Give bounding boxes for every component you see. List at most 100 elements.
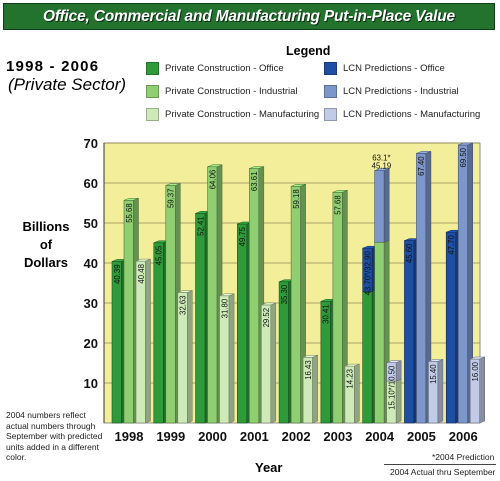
bar-2003-industrial [332, 189, 348, 424]
bar-2005-manufacturing-side [437, 359, 444, 424]
data-label: 16.00 [471, 361, 480, 381]
legend-label: Private Construction - Manufacturing [165, 108, 320, 120]
legend-item-manufacturing: Private Construction - Manufacturing [146, 107, 319, 121]
data-label: 15.40 [429, 364, 438, 384]
bar-2004-actual-office-face [362, 291, 373, 424]
sector-label: (Private Sector) [8, 75, 127, 94]
bar-2006-manufacturing-side [479, 356, 485, 424]
x-tick-label: 2003 [323, 429, 352, 444]
bar-2006-manufacturing-top [470, 356, 485, 360]
data-label: 64.06 [208, 170, 217, 190]
bar-2003-manufacturing-top [344, 363, 360, 367]
bar-2001-industrial-face [249, 168, 260, 424]
bar-1999-industrial-face [165, 185, 176, 424]
data-label: 67.40 [417, 156, 426, 176]
y-axis-title-line: of [39, 237, 53, 252]
bar-1998-industrial-face [123, 199, 134, 424]
bar-1999-office-face [153, 242, 164, 424]
bar-2000-industrial-face [207, 166, 218, 424]
bar-2001-industrial-top [249, 166, 264, 169]
bar-1999-manufacturing-side [187, 290, 193, 424]
bar-2004-predicted-manufacturing [386, 360, 402, 382]
data-label: 45.05 [155, 245, 164, 265]
x-tick-label: 2000 [198, 429, 227, 444]
bar-2001-manufacturing-top [261, 302, 276, 306]
bar-2004-predicted-industrial [374, 168, 390, 243]
bar-2003-manufacturing-side [354, 363, 360, 424]
bar-2000-industrial-top [207, 164, 223, 168]
legend-label: Private Construction - Office [165, 62, 284, 74]
y-axis-title: Billions of Dollars [12, 218, 80, 272]
legend-swatch [146, 107, 159, 121]
data-label: 29.52 [262, 308, 271, 328]
bar-2006-industrial-face [457, 144, 469, 424]
y-axis-title-line: Dollars [23, 255, 69, 270]
data-label: 14.23 [346, 369, 355, 389]
x-tick-label: 2004 [365, 429, 395, 444]
y-tick-label: 70 [84, 136, 98, 151]
bar-2006-office-face [445, 231, 457, 424]
data-label: 63.1* [372, 154, 390, 163]
bar-2004-predicted-industrial-side [383, 168, 390, 243]
data-label: 69.50 [459, 147, 468, 167]
legend-swatch [324, 107, 337, 121]
bar-2005-industrial-face [416, 153, 427, 424]
y-axis-title-line: Billions [22, 219, 70, 234]
x-tick-label: 1998 [115, 429, 144, 444]
legend-swatch [146, 84, 159, 98]
footnote-divider [384, 464, 496, 465]
bar-2002-industrial-top [291, 184, 306, 187]
x-tick-label: 2001 [240, 429, 269, 444]
data-label: 57.68 [334, 195, 343, 215]
bar-2006-manufacturing [469, 356, 485, 424]
chart-title: Office, Commercial and Manufacturing Put… [43, 7, 455, 25]
data-label: 49.75 [238, 226, 247, 246]
footnote-prediction: *2004 Prediction [432, 452, 495, 462]
legend-swatch [324, 84, 337, 98]
bar-1999-manufacturing-top [177, 290, 193, 293]
data-label: 43.70*/32.90 [363, 251, 372, 296]
bar-2002-manufacturing-top [303, 355, 318, 358]
bar-2000-office-face [195, 213, 206, 424]
bar-2005-manufacturing-top [428, 359, 444, 362]
legend-swatch [146, 61, 159, 75]
x-tick-label: 2006 [449, 429, 478, 444]
bar-1998-manufacturing [135, 258, 151, 424]
data-label: 31.80 [220, 298, 229, 318]
data-label: 16.43 [304, 360, 313, 380]
bar-1998-manufacturing-side [145, 258, 151, 424]
y-tick-label: 40 [84, 256, 98, 271]
legend-item-lcn-manufacturing: LCN Predictions - Manufacturing [324, 107, 480, 121]
bar-2003-manufacturing [344, 363, 360, 424]
bar-2002-industrial-face [290, 185, 301, 424]
y-tick-label: 20 [84, 336, 98, 351]
footnote-2004-explanation: 2004 numbers reflect actual numbers thro… [6, 410, 103, 462]
x-tick-label: 2005 [407, 429, 436, 444]
bar-2003-industrial-face [332, 191, 343, 424]
legend-label: LCN Predictions - Office [343, 62, 445, 74]
data-label: 63.61 [250, 172, 259, 192]
data-label: 45.19 [372, 162, 392, 171]
bar-2005-office-face [404, 240, 415, 424]
y-tick-label: 50 [84, 216, 98, 231]
data-label: 32.63 [179, 295, 188, 315]
bar-1998-manufacturing-top [135, 258, 151, 262]
bar-2001-office-face [237, 223, 248, 424]
data-label: 30.41 [322, 304, 331, 324]
bar-2004-actual-manufacturing-side [395, 378, 402, 424]
bar-2005-industrial-top [416, 151, 432, 154]
data-label: 59.18 [292, 189, 301, 209]
legend-title: Legend [286, 44, 331, 58]
legend-label: Private Construction - Industrial [165, 85, 298, 97]
data-label: 35.30 [280, 284, 289, 304]
bar-1998-industrial-top [123, 198, 139, 201]
bar-1999-manufacturing [177, 290, 193, 424]
bar-2004-predicted-industrial-face [374, 170, 385, 243]
x-tick-label: 1999 [156, 429, 185, 444]
bar-2001-manufacturing [261, 302, 277, 424]
data-label: 45.60 [405, 243, 414, 263]
legend-item-lcn-industrial: LCN Predictions - Industrial [324, 84, 459, 98]
data-label: 15.10*/10.50 [387, 365, 396, 410]
bar-2003-industrial-top [332, 190, 348, 193]
